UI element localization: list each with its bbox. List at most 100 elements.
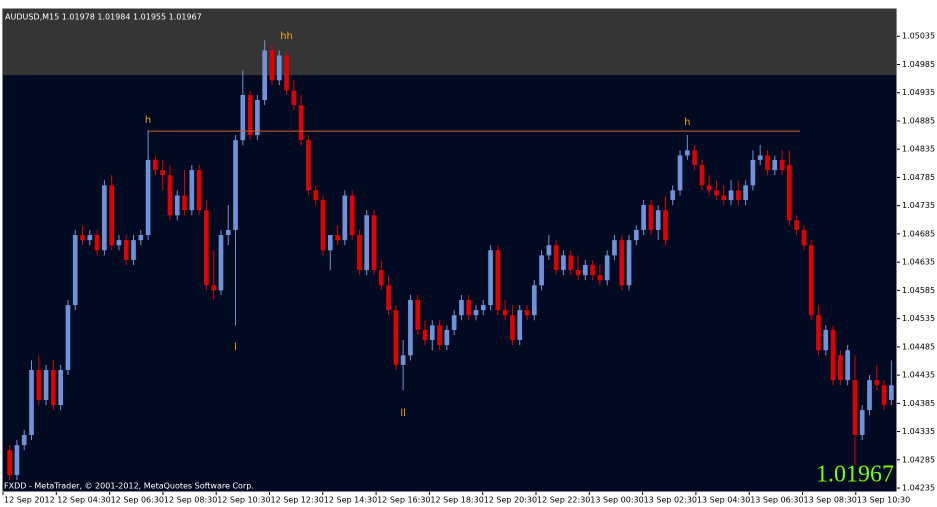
chart-title: AUDUSD,M15 1.01978 1.01984 1.01955 1.019… xyxy=(5,13,202,22)
candle-body xyxy=(160,170,165,176)
candle-body xyxy=(823,329,829,351)
candle-body xyxy=(867,380,872,411)
candle-body xyxy=(14,445,20,476)
candle-body xyxy=(706,185,712,191)
x-tick-label: 12 Sep 14:30 xyxy=(324,496,377,505)
candle-body xyxy=(255,100,260,136)
candle-body xyxy=(291,90,297,106)
candle-body xyxy=(604,255,610,281)
y-tick-label: 1.04835 xyxy=(902,145,935,154)
y-tick-label: 1.04285 xyxy=(902,455,935,464)
plot-background xyxy=(2,8,897,492)
candle-body xyxy=(619,240,625,286)
candle-body xyxy=(451,315,457,330)
candle-body xyxy=(225,229,231,236)
y-tick-label: 1.04435 xyxy=(902,371,935,380)
candle-body xyxy=(750,159,756,186)
candle-body xyxy=(641,205,646,230)
candle-body xyxy=(36,370,42,400)
candle-body xyxy=(736,190,741,201)
candle-body xyxy=(495,250,501,311)
candle-body xyxy=(65,305,71,371)
candle-body xyxy=(444,329,450,346)
candle-body xyxy=(313,190,319,201)
candle-body xyxy=(692,150,697,166)
candle-body xyxy=(699,165,705,186)
candle-body xyxy=(531,285,537,316)
candle-body xyxy=(357,235,362,271)
candle-body xyxy=(597,275,603,281)
candle-body xyxy=(684,150,690,156)
x-tick-label: 12 Sep 04:30 xyxy=(57,496,110,505)
candle-body xyxy=(196,170,202,211)
candle-body xyxy=(626,240,632,286)
candle-body xyxy=(787,165,792,221)
y-tick-label: 1.04735 xyxy=(902,201,935,210)
candle-body xyxy=(211,285,217,291)
x-tick-label: 12 Sep 20:30 xyxy=(484,496,537,505)
candle-body xyxy=(655,210,661,230)
candle-body xyxy=(94,235,100,251)
candle-body xyxy=(109,185,114,246)
last-price: 1.01967 xyxy=(816,462,894,488)
candle-body xyxy=(284,55,289,91)
annotation: l xyxy=(234,342,237,353)
annotation: ll xyxy=(400,408,406,419)
candle-body xyxy=(765,155,770,171)
candle-body xyxy=(757,155,763,160)
candle-body xyxy=(327,235,333,251)
candle-body xyxy=(400,355,406,365)
candle-body xyxy=(721,195,727,201)
x-tick-label: 12 Sep 08:30 xyxy=(164,496,217,505)
candle-body xyxy=(874,380,880,386)
candle-body xyxy=(561,255,566,271)
candle-body xyxy=(714,190,719,196)
y-tick-label: 1.04585 xyxy=(902,286,935,295)
candle-body xyxy=(845,350,850,381)
candle-body xyxy=(386,285,391,311)
annotation: hh xyxy=(280,31,293,42)
y-tick-label: 1.04235 xyxy=(902,484,935,493)
candle-body xyxy=(233,140,238,230)
candle-body xyxy=(670,190,676,201)
candle-body xyxy=(466,299,472,316)
candle-body xyxy=(772,159,778,171)
y-tick-label: 1.04935 xyxy=(902,88,935,97)
candle-body xyxy=(743,185,748,201)
candle-body xyxy=(546,245,552,256)
candle-body xyxy=(502,310,508,316)
candle-body xyxy=(480,305,486,311)
candle-body xyxy=(43,370,49,400)
candle-body xyxy=(889,385,894,400)
candle-body xyxy=(859,410,865,435)
candle-body xyxy=(393,310,399,365)
candle-body xyxy=(123,240,129,260)
x-tick-label: 12 Sep 10:30 xyxy=(217,496,270,505)
x-tick-label: 13 Sep 08:30 xyxy=(804,496,857,505)
x-tick-label: 13 Sep 06:30 xyxy=(750,496,803,505)
candle-body xyxy=(349,195,355,236)
candle-body xyxy=(29,370,34,435)
x-tick-label: 12 Sep 06:30 xyxy=(111,496,164,505)
candle-body xyxy=(575,270,581,276)
candle-body xyxy=(677,155,683,191)
candle-body xyxy=(553,245,559,271)
candle-body xyxy=(437,325,442,346)
candle-body xyxy=(51,370,56,406)
candle-body xyxy=(663,210,668,241)
candle-body xyxy=(801,229,807,246)
candle-body xyxy=(320,200,326,251)
candle-body xyxy=(881,385,887,406)
candle-body xyxy=(371,215,377,271)
candle-body xyxy=(153,159,158,171)
x-tick-label: 12 Sep 16:30 xyxy=(377,496,430,505)
annotation: h xyxy=(684,117,690,128)
x-tick-label: 13 Sep 02:30 xyxy=(644,496,697,505)
candle-body xyxy=(335,235,340,241)
x-tick-label: 12 Sep 22:30 xyxy=(537,496,590,505)
candle-body xyxy=(269,50,275,81)
candle-body xyxy=(80,235,85,241)
x-tick-label: 13 Sep 00:30 xyxy=(590,496,643,505)
zone xyxy=(3,8,896,76)
